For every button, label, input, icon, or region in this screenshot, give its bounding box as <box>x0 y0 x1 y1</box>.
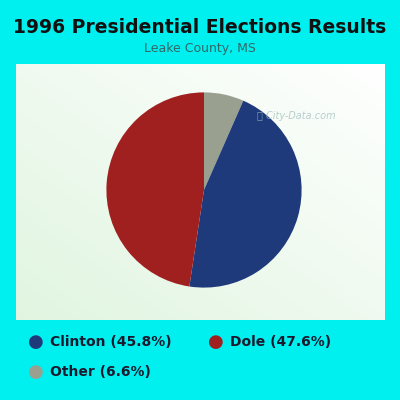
Text: Dole (47.6%): Dole (47.6%) <box>230 335 331 349</box>
Text: ⓘ City-Data.com: ⓘ City-Data.com <box>257 111 335 121</box>
Wedge shape <box>204 92 243 190</box>
Text: Other (6.6%): Other (6.6%) <box>50 365 151 379</box>
Wedge shape <box>106 92 204 286</box>
Text: ●: ● <box>28 363 44 381</box>
Text: Leake County, MS: Leake County, MS <box>144 42 256 55</box>
Text: ●: ● <box>208 333 224 351</box>
Wedge shape <box>189 101 302 288</box>
Text: Clinton (45.8%): Clinton (45.8%) <box>50 335 172 349</box>
Text: 1996 Presidential Elections Results: 1996 Presidential Elections Results <box>13 18 387 37</box>
Text: ●: ● <box>28 333 44 351</box>
